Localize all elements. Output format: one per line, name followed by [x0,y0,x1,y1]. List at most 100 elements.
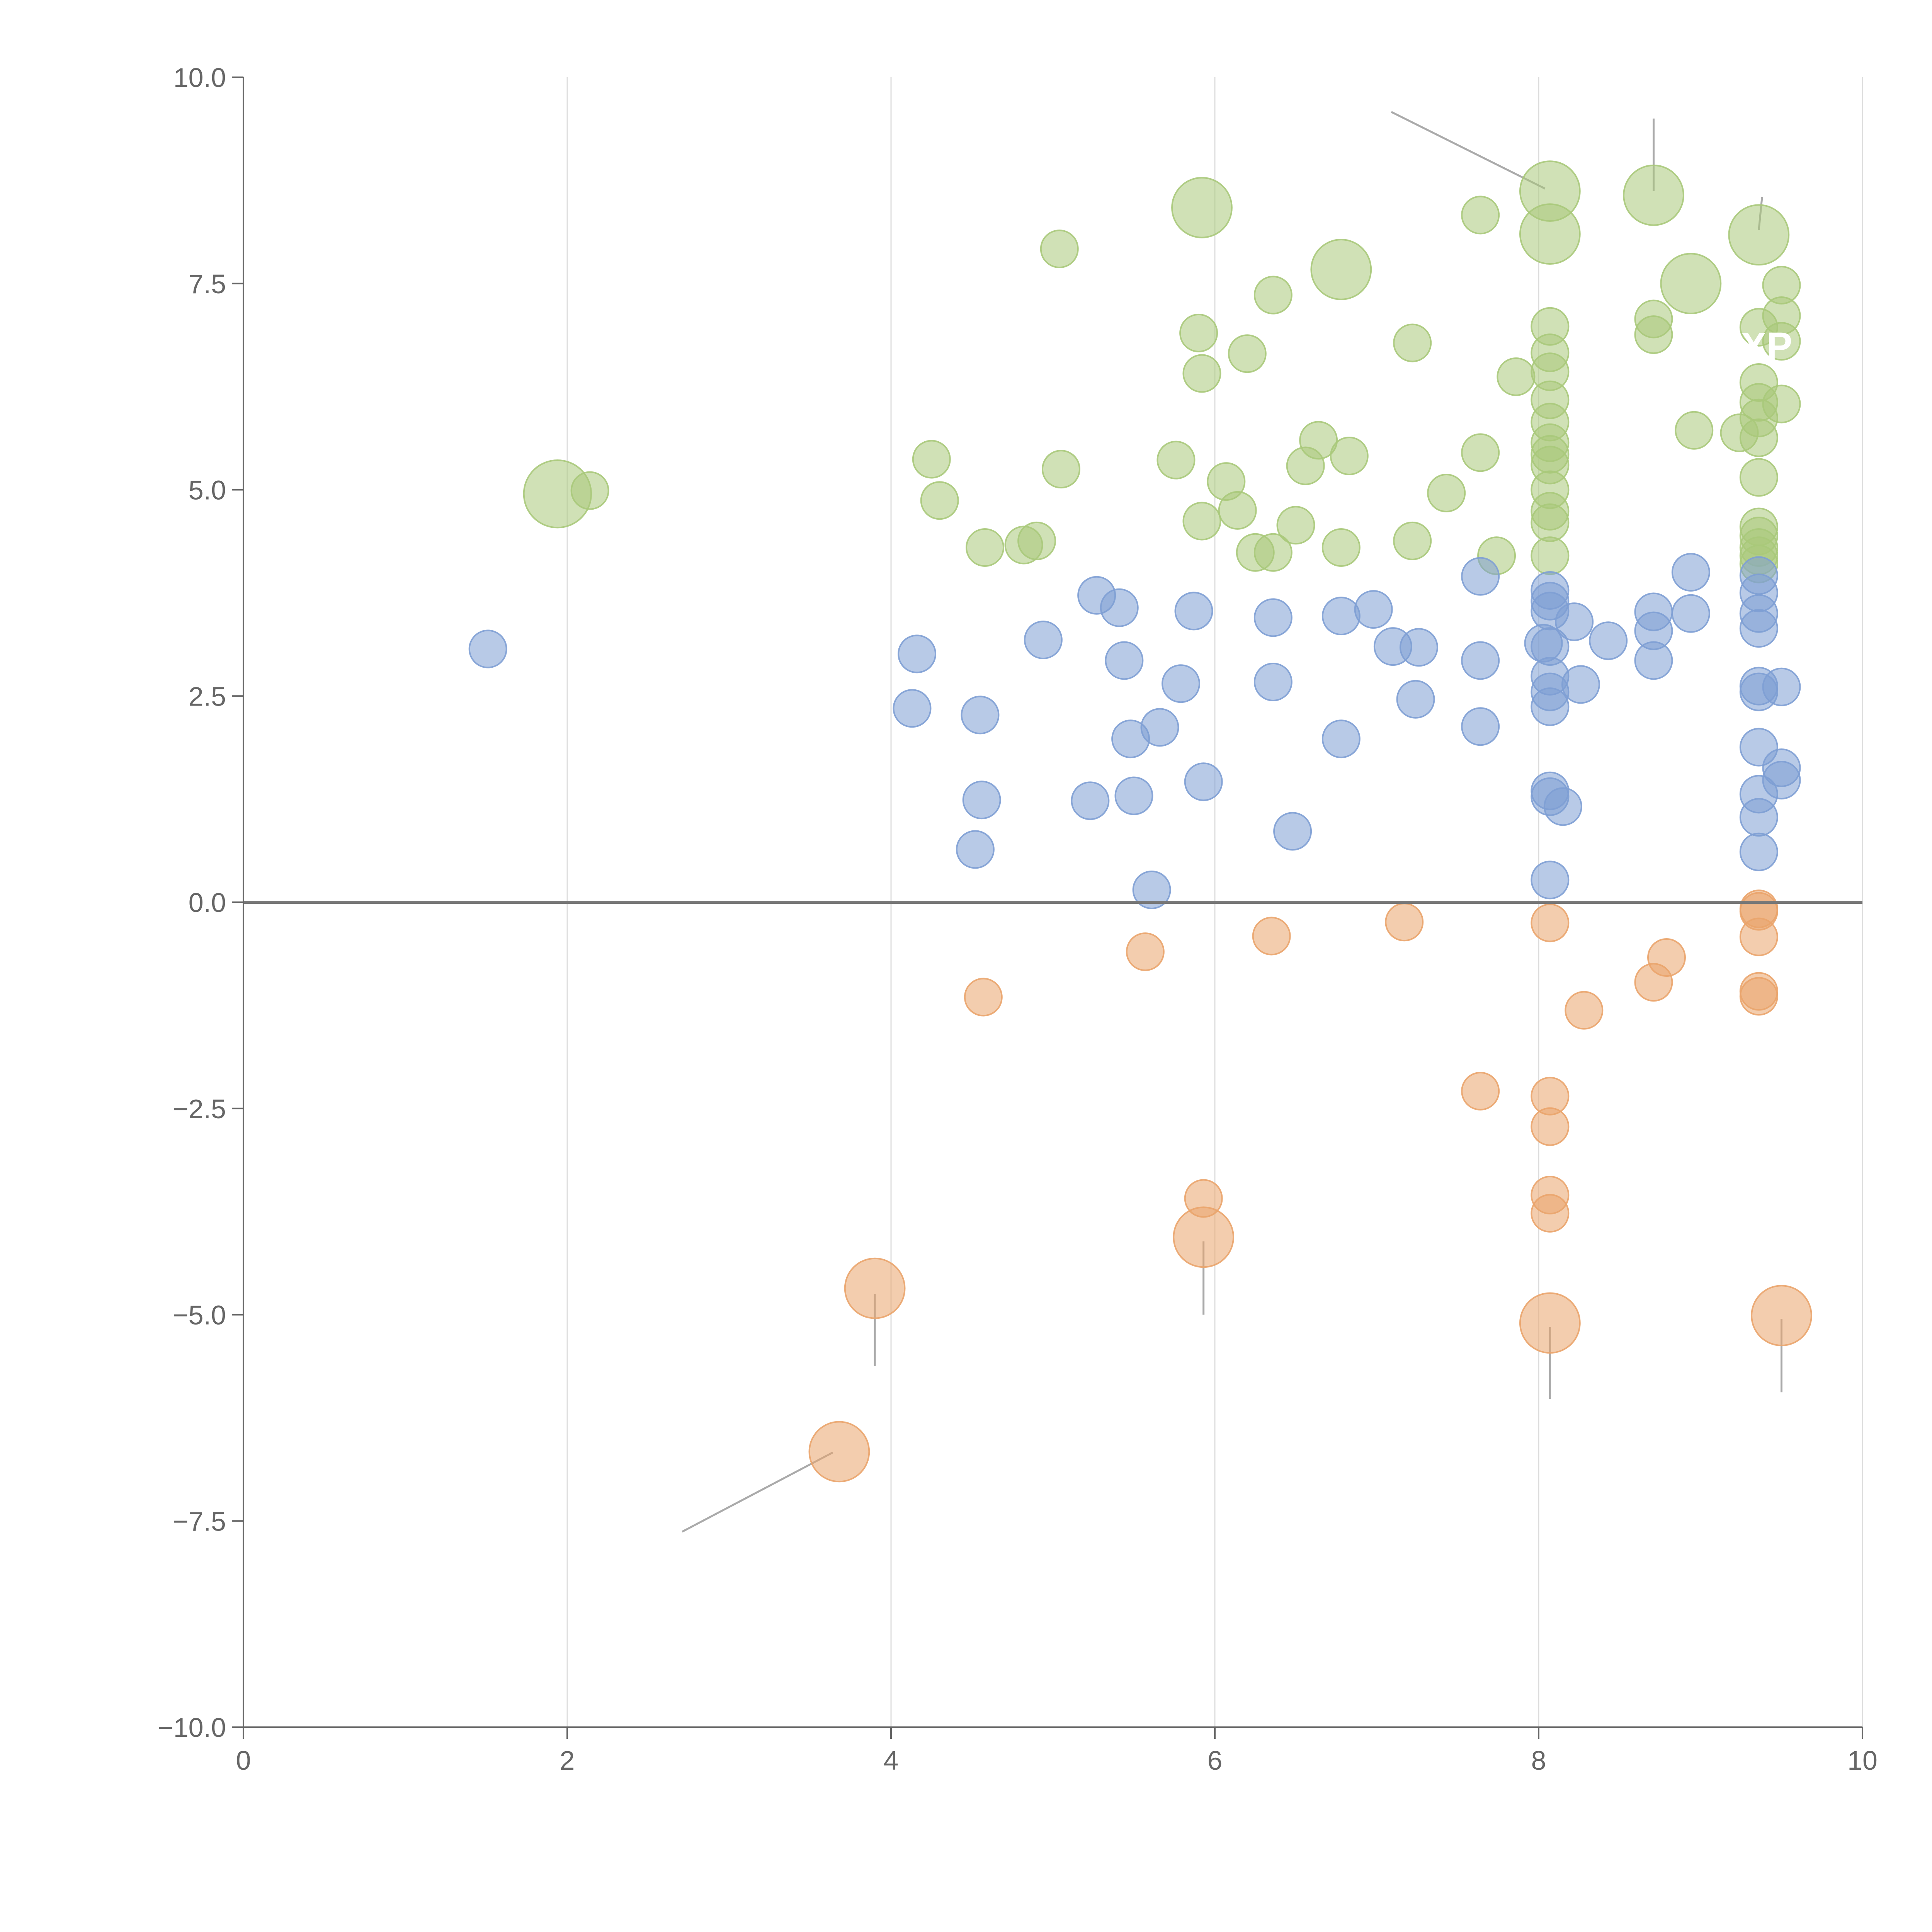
data-point [920,481,959,520]
x-tick-label: 0 [236,1745,251,1776]
data-point [1623,164,1684,226]
data-point [844,1257,906,1319]
data-points [468,160,1812,1483]
data-point [966,528,1005,567]
data-point [1762,384,1801,423]
y-tick-label: 10.0 [173,63,226,93]
data-point [898,634,937,673]
data-point [1253,662,1293,701]
data-point [1276,506,1315,545]
data-point [1647,938,1686,977]
y-tick-label: 7.5 [189,269,226,299]
data-point [1762,322,1801,361]
leader-line [682,1451,833,1533]
data-point [1675,411,1714,450]
data-point [1461,557,1500,596]
data-point [1728,204,1790,266]
data-point [808,1421,870,1483]
x-tick-label: 2 [560,1745,575,1776]
data-point [1461,433,1500,472]
data-point [1461,707,1500,746]
data-point [1396,680,1435,719]
data-point [1182,354,1221,393]
y-tick-label: 0.0 [189,888,226,918]
data-point [1310,239,1372,300]
data-point [1330,436,1369,475]
x-tick-label: 10 [1847,1745,1878,1776]
data-point [1555,602,1594,641]
data-point [1252,917,1291,956]
data-point [1179,313,1218,352]
data-point [1393,521,1432,560]
data-point [1184,762,1223,801]
leader-line [1391,111,1546,190]
data-point [1040,230,1079,269]
data-point [1253,533,1293,572]
data-point [1071,781,1110,820]
data-point [1461,641,1500,680]
data-point [1321,528,1361,567]
data-point [1461,196,1500,235]
data-point [1253,276,1293,315]
data-point [1253,598,1293,637]
leader-lines [682,111,1782,1533]
data-point [1531,536,1570,575]
data-point [1751,1285,1812,1347]
data-point [1427,474,1466,513]
y-tick-label: −2.5 [173,1094,226,1124]
y-tick-label: −10.0 [158,1713,226,1743]
data-point [1634,315,1673,354]
data-point [1321,719,1361,759]
data-point [1461,1071,1500,1111]
data-point [1156,440,1196,480]
data-point [956,830,995,869]
x-tick-label: 6 [1208,1745,1223,1776]
data-point [1218,491,1257,530]
data-point [1105,641,1144,680]
data-point [1385,903,1424,942]
data-point [1228,334,1267,373]
series-orange [808,889,1812,1483]
data-point [1739,917,1778,956]
data-point [1739,418,1778,457]
series-blue [468,553,1801,909]
x-tick-label: 4 [884,1745,899,1776]
data-point [912,440,951,479]
data-point [1739,609,1778,648]
data-point [1132,870,1171,909]
data-point [1126,932,1165,971]
data-point [1399,628,1438,667]
data-point [468,629,507,668]
data-point [1497,357,1536,396]
data-point [1171,177,1233,238]
data-point [1531,687,1570,726]
data-point [962,781,1001,820]
data-point [964,978,1003,1017]
data-point [1671,594,1710,633]
data-point [1561,665,1600,704]
data-point [1739,458,1778,497]
data-point [1762,667,1801,706]
data-point [1041,450,1080,489]
data-point [1393,323,1432,362]
data-point [1531,903,1570,942]
data-point [1354,590,1393,629]
data-point [1762,761,1801,800]
x-tick-label: 8 [1531,1745,1546,1776]
data-point [1739,977,1778,1016]
data-point [1660,253,1722,315]
data-point [1589,621,1628,660]
point-annotation: XP [1741,325,1792,368]
data-point [1531,1107,1570,1146]
data-point [1114,776,1153,815]
data-point [1739,798,1778,837]
data-point [1173,1206,1235,1268]
data-point [1174,592,1213,631]
data-point [1671,553,1710,592]
data-point [1100,588,1139,627]
data-point [1531,861,1570,900]
data-point [1299,421,1338,460]
data-point [1519,203,1581,265]
data-point [1531,503,1570,542]
